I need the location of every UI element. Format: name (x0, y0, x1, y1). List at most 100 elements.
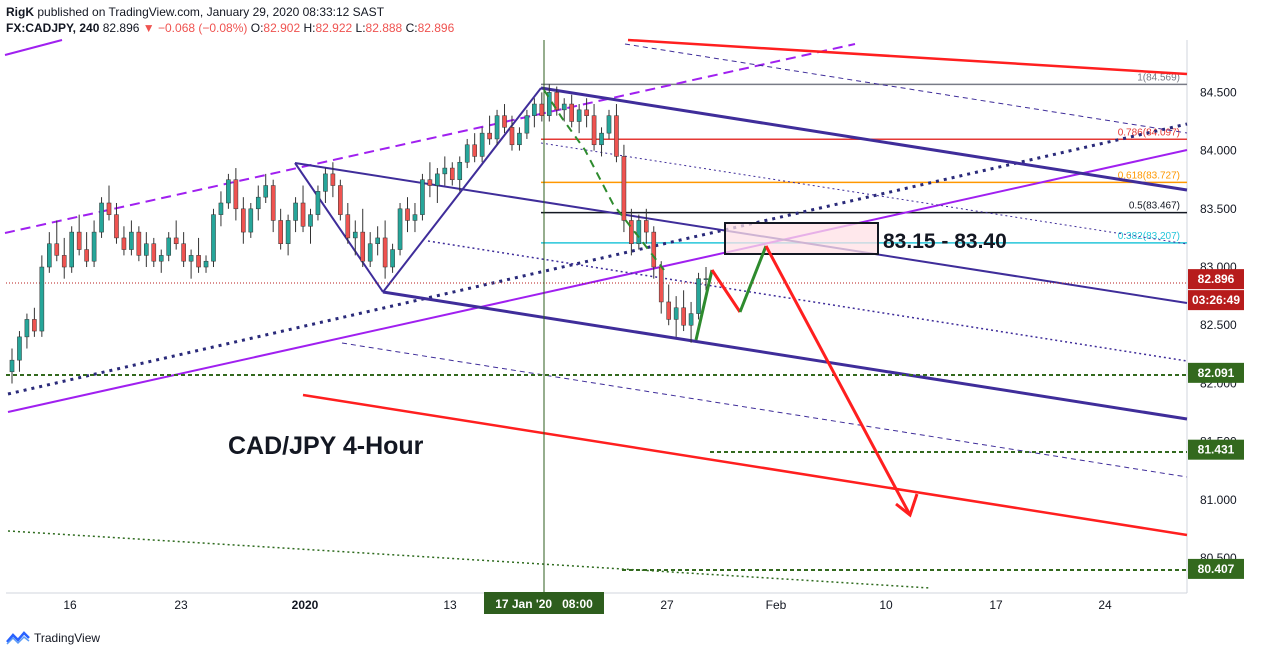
candle-body (457, 161, 463, 180)
time-tick: 27 (660, 598, 674, 612)
candle-body (614, 115, 619, 157)
candle-body (211, 214, 216, 262)
time-axis[interactable]: 16 23 2020 13 27 Feb 10 17 24 17 Jan '20… (63, 592, 1112, 614)
candle-body (24, 319, 30, 338)
channel-dotted-1 (540, 142, 1188, 245)
candle-body (226, 179, 231, 204)
price-tick: 81.000 (1200, 493, 1237, 507)
candle-body (464, 144, 470, 163)
candle-body (47, 243, 52, 268)
ohlc-line: FX:CADJPY, 240 82.896 ▼ −0.068 (−0.08%) … (6, 20, 454, 36)
candle-body (487, 132, 492, 140)
candle-body (539, 103, 545, 116)
candle-body (629, 220, 634, 244)
candle-body (472, 144, 477, 157)
candle-body (121, 237, 127, 250)
brand-name[interactable]: TradingView (34, 631, 101, 645)
candle-body (61, 255, 67, 268)
fib-level-label: 0.618(83.727) (1118, 170, 1180, 181)
dotted-trendline[interactable] (7, 122, 1188, 396)
candle-body (39, 266, 45, 332)
candle-body (270, 185, 276, 221)
candle-body (405, 208, 410, 221)
candle-body (278, 220, 283, 244)
fib-level-label: 0.5(83.467) (1129, 201, 1180, 212)
candle-body (621, 156, 627, 221)
candle-body (554, 92, 560, 111)
candle-body (196, 255, 201, 268)
candle-body (546, 92, 552, 116)
candle-body (151, 243, 157, 262)
price-tag-badge (1188, 269, 1244, 290)
down-triangle-icon: ▼ (142, 21, 155, 35)
candle-body (255, 196, 261, 210)
candle-body (696, 278, 701, 314)
candle-body (91, 231, 97, 262)
open-label: O: (250, 21, 264, 35)
fib-level-label: 0.382(83.207) (1118, 231, 1180, 242)
publish-info: published on TradingView.com, January 29… (37, 5, 385, 19)
candle-body (144, 243, 149, 256)
red-upper-channel[interactable] (627, 38, 1188, 76)
candle-body (517, 132, 522, 146)
candle-body (636, 220, 642, 244)
time-tick: 23 (174, 598, 188, 612)
candle-body (442, 167, 448, 175)
candle-body (352, 231, 358, 239)
resistance-zone-box[interactable] (724, 222, 879, 255)
candle-body (76, 231, 82, 250)
symbol-label[interactable]: FX:CADJPY, 240 (6, 21, 100, 35)
pitchfork-left-handle[interactable] (294, 162, 384, 293)
candle-body (84, 249, 89, 262)
price-tag-badge (1188, 439, 1244, 460)
projection-down-leg (710, 269, 742, 313)
candle-body (412, 214, 418, 221)
candle-body (382, 237, 388, 268)
time-tick: 17 (989, 598, 1003, 612)
upper-left-trendline[interactable] (4, 39, 63, 56)
candle-body (449, 167, 455, 180)
tradingview-logo-icon[interactable] (6, 631, 30, 645)
fib-level-label: 1(84.569) (1137, 72, 1180, 83)
price-axis[interactable]: 84.50084.00083.50083.00082.50082.00081.5… (1200, 85, 1237, 565)
price-tags: 82.896 03:26:49 82.091 81.431 80.407 (1188, 269, 1244, 579)
candle-body (293, 202, 298, 221)
publisher-name[interactable]: RigK (6, 5, 34, 19)
candle-body (532, 103, 537, 116)
low-value: 82.888 (365, 21, 403, 35)
upper-dashed-trendline[interactable] (4, 43, 856, 234)
candle-body (666, 301, 671, 320)
candle-body (248, 208, 254, 233)
channel-lower-line[interactable] (382, 290, 1188, 421)
chart-title: CAD/JPY 4-Hour (228, 432, 424, 460)
projection-retest-leg (738, 245, 768, 313)
pitchfork-handle[interactable] (382, 87, 542, 293)
chart-header: RigK published on TradingView.com, Janua… (6, 4, 454, 36)
candle-body (584, 109, 589, 116)
channel-dashed-upper (624, 43, 1188, 134)
candle-body (338, 185, 343, 215)
candle-body (494, 115, 500, 140)
candle-body (129, 231, 134, 250)
channel-upper-line[interactable] (540, 86, 1188, 192)
high-label: H: (303, 21, 316, 35)
low-label: L: (355, 21, 366, 35)
candle-body (241, 208, 246, 233)
candle-body (69, 231, 75, 268)
bearish-arrow-head-icon (895, 493, 919, 518)
red-lower-channel[interactable] (302, 393, 1188, 537)
time-tick: 10 (879, 598, 893, 612)
main-trendline[interactable] (7, 149, 1188, 413)
candle-body (330, 173, 336, 186)
candle-body (300, 202, 306, 227)
zone-label: 83.15 - 83.40 (883, 230, 1007, 253)
candle-body (360, 231, 366, 262)
candle-body (9, 359, 15, 373)
green-dotted-line (7, 530, 931, 589)
candle-body (606, 115, 612, 134)
candle-body (658, 266, 664, 303)
time-tick: 2020 (292, 598, 319, 612)
bearish-arrow-shaft (764, 245, 912, 516)
